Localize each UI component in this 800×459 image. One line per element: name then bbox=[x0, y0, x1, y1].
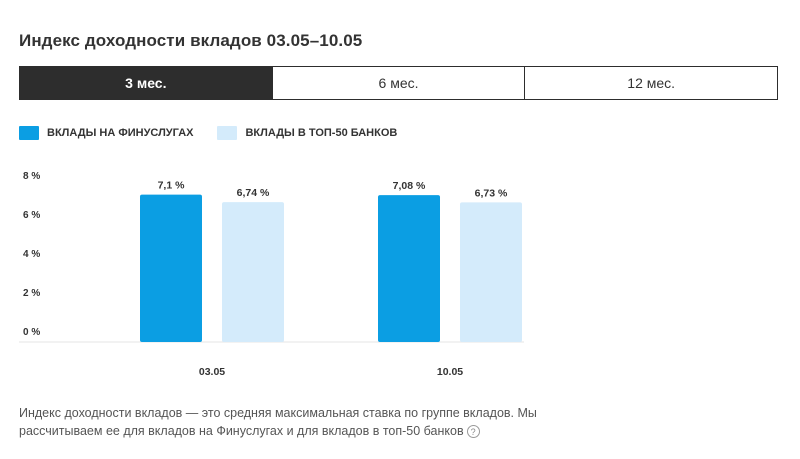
x-tick-label: 10.05 bbox=[437, 366, 463, 378]
bar-value-label: 7,08 % bbox=[393, 180, 426, 192]
bar-value-label: 7,1 % bbox=[158, 180, 186, 192]
bar-value-label: 6,73 % bbox=[475, 187, 508, 199]
tab-3-months[interactable]: 3 мес. bbox=[20, 67, 272, 99]
x-tick-label: 03.05 bbox=[199, 366, 225, 378]
bar-chart-svg: 0 % 2 % 4 % 6 % 8 % 7,1 % 6,74 % 03.05 7,08 % 6,7… bbox=[19, 171, 524, 378]
tab-12-months[interactable]: 12 мес. bbox=[524, 67, 778, 99]
chart-legend: ВКЛАДЫ НА ФИНУСЛУГАХ ВКЛАДЫ В ТОП-50 БАН… bbox=[19, 126, 421, 140]
question-circle-icon[interactable]: ? bbox=[466, 425, 480, 439]
legend-item-finuslugi: ВКЛАДЫ НА ФИНУСЛУГАХ bbox=[19, 126, 193, 140]
bar-value-label: 6,74 % bbox=[237, 187, 270, 199]
y-tick-label: 2 % bbox=[23, 288, 40, 299]
legend-swatch-finuslugi bbox=[19, 126, 39, 140]
y-tick-label: 4 % bbox=[23, 249, 40, 260]
bar-top50-03.05 bbox=[222, 202, 284, 342]
bar-top50-10.05 bbox=[460, 202, 522, 342]
y-tick-label: 0 % bbox=[23, 327, 40, 338]
bar-chart: 0 % 2 % 4 % 6 % 8 % 7,1 % 6,74 % 03.05 7,08 % 6,7… bbox=[19, 160, 539, 395]
y-tick-label: 8 % bbox=[23, 171, 40, 182]
legend-item-top50: ВКЛАДЫ В ТОП-50 БАНКОВ bbox=[217, 126, 397, 140]
legend-swatch-top50 bbox=[217, 126, 238, 140]
bar-finuslugi-03.05 bbox=[140, 194, 202, 342]
bar-finuslugi-10.05 bbox=[378, 195, 440, 342]
footnote: Индекс доходности вкладов — это средняя … bbox=[19, 404, 559, 440]
tab-6-months[interactable]: 6 мес. bbox=[271, 67, 525, 99]
period-tabs: 3 мес. 6 мес. 12 мес. bbox=[19, 66, 778, 100]
footnote-text: Индекс доходности вкладов — это средняя … bbox=[19, 406, 537, 438]
page-title: Индекс доходности вкладов 03.05–10.05 bbox=[19, 31, 363, 50]
legend-label-finuslugi: ВКЛАДЫ НА ФИНУСЛУГАХ bbox=[47, 127, 194, 139]
legend-label-top50: ВКЛАДЫ В ТОП-50 БАНКОВ bbox=[245, 127, 398, 139]
y-tick-label: 6 % bbox=[23, 210, 40, 221]
